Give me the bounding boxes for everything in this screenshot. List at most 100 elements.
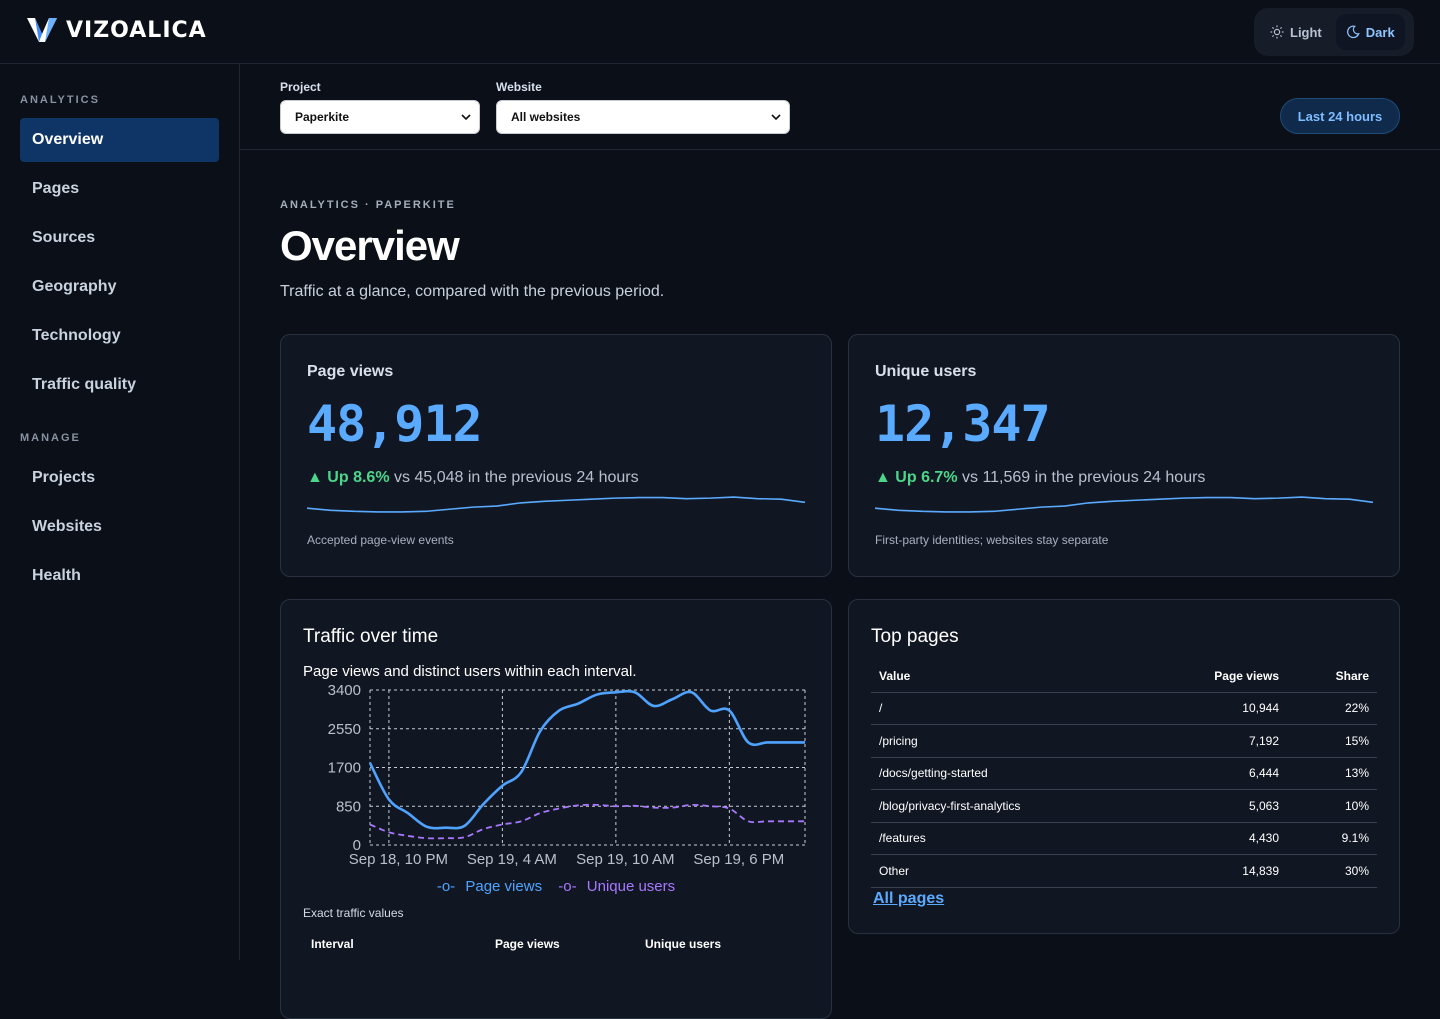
- chart-legend: -o- Page views -o- Unique users: [281, 878, 831, 895]
- nav-heading-manage: MANAGE: [20, 432, 81, 444]
- logo-mark-icon: [27, 18, 57, 42]
- traffic-chart-card: Traffic over time Page views and distinc…: [280, 599, 832, 1019]
- sidebar-item-sources[interactable]: Sources: [32, 229, 96, 246]
- brand-name: VIZOALICA: [66, 17, 207, 43]
- x-tick-label: Sep 19, 6 PM: [693, 851, 784, 868]
- top-pages-body: /10,944 22%/pricing 7,192 15%/docs/getting-…: [871, 692, 1377, 888]
- legend-item-page-views[interactable]: -o- Page views: [434, 878, 545, 895]
- table-row[interactable]: /docs/getting-started 6,444 13%: [871, 757, 1377, 790]
- legend-item-unique-users[interactable]: -o- Unique users: [555, 878, 678, 895]
- series-line-unique-users[interactable]: [369, 803, 805, 840]
- page-views-cell: 14,839: [1145, 854, 1287, 888]
- kpi-comparison: vs 11,569 in the previous 24 hours: [962, 469, 1206, 486]
- sidebar-item-overview[interactable]: Overview: [20, 118, 219, 162]
- filter-bar: Project Paperkite Website All websites L…: [240, 64, 1440, 150]
- top-pages-card: Top pages Value Page views Share /10,944…: [848, 599, 1400, 934]
- kpi-comparison: vs 45,048 in the previous 24 hours: [394, 469, 639, 486]
- chevron-down-icon: [461, 114, 471, 121]
- sidebar-item-websites[interactable]: Websites: [32, 518, 102, 535]
- kpi-change-percent: Up 8.6%: [327, 469, 390, 486]
- kpi-note: Accepted page-view events: [307, 533, 454, 547]
- share-cell: 22%: [1287, 692, 1377, 725]
- page-views-cell: 5,063: [1145, 789, 1287, 823]
- series-line-page-views[interactable]: [368, 689, 805, 830]
- chart-title: Traffic over time: [303, 626, 439, 647]
- table-row[interactable]: /pricing 7,192 15%: [871, 724, 1377, 758]
- share-cell: 15%: [1287, 724, 1377, 758]
- x-tick-label: Sep 19, 4 AM: [467, 851, 557, 868]
- page-path-cell: /docs/getting-started: [871, 757, 1146, 790]
- x-tick-label: Sep 19, 10 AM: [576, 851, 674, 868]
- nav-heading-analytics: ANALYTICS: [20, 94, 100, 106]
- y-tick-label: 1700: [328, 760, 361, 777]
- project-label: Project: [280, 80, 321, 94]
- table-header-unique-users: Unique users: [645, 937, 722, 951]
- theme-light-label: Light: [1290, 24, 1322, 40]
- time-range-button[interactable]: Last 24 hours: [1280, 98, 1400, 134]
- sidebar: ANALYTICS Overview Pages Sources Geograp…: [0, 64, 240, 960]
- legend-label: Unique users: [586, 878, 676, 895]
- x-tick-label: Sep 18, 10 PM: [349, 851, 448, 868]
- trend-up-icon: ▲: [875, 469, 891, 486]
- legend-marker-icon: -o-: [436, 878, 456, 895]
- moon-icon: [1346, 25, 1360, 39]
- sidebar-item-pages[interactable]: Pages: [32, 180, 80, 197]
- y-tick-label: 3400: [328, 682, 361, 699]
- page-path-cell: Other: [871, 854, 1146, 888]
- column-header-value[interactable]: Value: [871, 660, 1146, 693]
- sparkline-unique-users: [875, 496, 1373, 513]
- table-row[interactable]: /features 4,430 9.1%: [871, 822, 1377, 855]
- table-row[interactable]: Other 14,839 30%: [871, 854, 1377, 888]
- website-select[interactable]: All websites: [496, 100, 790, 134]
- project-select[interactable]: Paperkite: [280, 100, 480, 134]
- theme-light-button[interactable]: Light: [1260, 14, 1332, 50]
- page-path-cell: /: [871, 692, 1146, 725]
- kpi-value: 12,347: [875, 395, 1051, 453]
- kpi-change: ▲ Up 6.7% vs 11,569 in the previous 24 h…: [875, 469, 1205, 487]
- table-row[interactable]: /10,944 22%: [871, 692, 1377, 725]
- page-path-cell: /blog/privacy-first-analytics: [871, 789, 1146, 823]
- sidebar-item-technology[interactable]: Technology: [32, 327, 121, 344]
- column-header-page-views[interactable]: Page views: [1145, 660, 1287, 693]
- share-cell: 13%: [1287, 757, 1377, 790]
- page-path-cell: /pricing: [871, 724, 1146, 758]
- brand-logo[interactable]: VIZOALICA: [26, 16, 207, 44]
- y-tick-label: 850: [336, 798, 361, 815]
- y-tick-label: 0: [353, 837, 361, 854]
- sidebar-item-projects[interactable]: Projects: [32, 469, 96, 486]
- website-label: Website: [496, 80, 542, 94]
- page-views-cell: 6,444: [1145, 757, 1287, 790]
- table-row[interactable]: /blog/privacy-first-analytics 5,063 10%: [871, 789, 1377, 823]
- sun-icon: [1270, 25, 1284, 39]
- sidebar-item-health[interactable]: Health: [32, 567, 81, 584]
- theme-toggle: Light Dark: [1254, 8, 1414, 56]
- project-field: Project Paperkite: [280, 80, 480, 134]
- exact-values-label: Exact traffic values: [303, 906, 404, 920]
- top-pages-table: Value Page views Share /10,944 22%/pricin…: [871, 660, 1377, 888]
- kpi-change-percent: Up 6.7%: [895, 469, 958, 486]
- column-header-share[interactable]: Share: [1287, 660, 1377, 693]
- kpi-label: Page views: [307, 363, 394, 380]
- all-pages-link[interactable]: All pages: [873, 890, 945, 907]
- share-cell: 30%: [1287, 854, 1377, 888]
- legend-marker-icon: -o-: [558, 878, 577, 895]
- sidebar-item-traffic-quality[interactable]: Traffic quality: [32, 376, 137, 393]
- top-pages-title: Top pages: [871, 626, 959, 647]
- legend-label: Page views: [465, 878, 543, 895]
- kpi-label: Unique users: [875, 363, 977, 380]
- kpi-card-page-views: Page views 48,912 ▲ Up 8.6% vs 45,048 in…: [280, 334, 832, 577]
- theme-dark-button[interactable]: Dark: [1335, 14, 1405, 50]
- table-header-page-views: Page views: [495, 937, 560, 951]
- website-select-value: All websites: [511, 110, 581, 124]
- table-header-interval: Interval: [311, 937, 354, 951]
- sparkline-page-views: [307, 496, 805, 513]
- y-tick-label: 2550: [328, 721, 361, 738]
- page-views-cell: 10,944: [1145, 692, 1287, 725]
- sparkline-series: [875, 496, 1373, 513]
- project-select-value: Paperkite: [295, 110, 350, 124]
- sidebar-item-geography[interactable]: Geography: [32, 278, 117, 295]
- page-path-cell: /features: [871, 822, 1146, 855]
- theme-dark-label: Dark: [1365, 24, 1395, 40]
- share-cell: 9.1%: [1287, 822, 1377, 855]
- trend-up-icon: ▲: [307, 469, 323, 486]
